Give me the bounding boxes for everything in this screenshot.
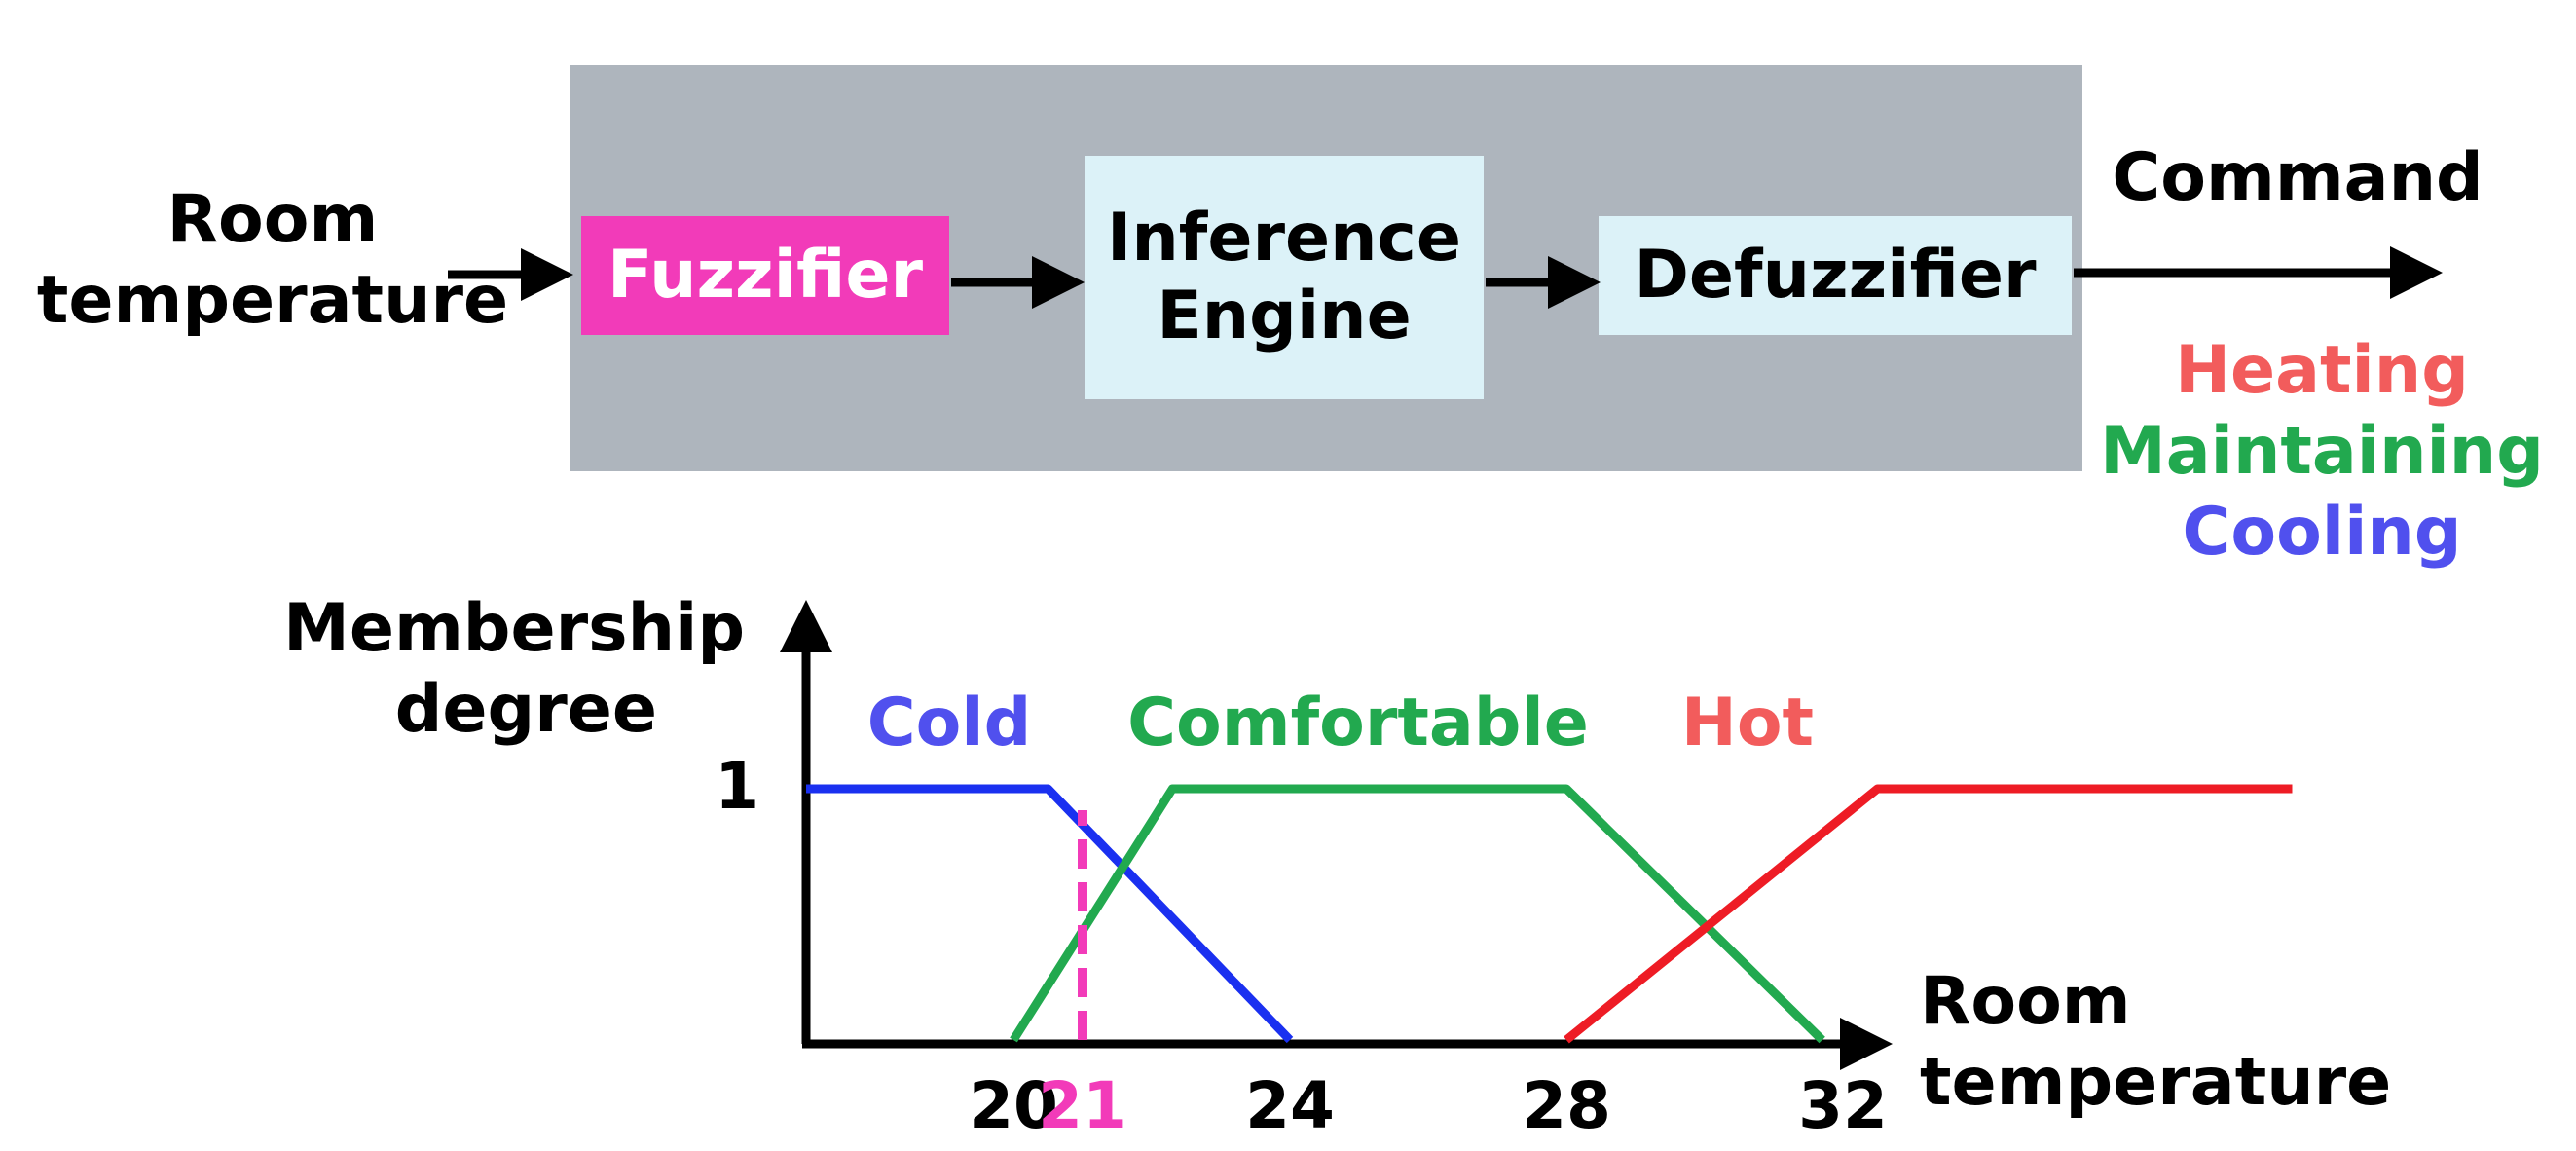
output-maintaining: Maintaining [2100,412,2544,490]
input-label-line2: temperature [36,261,509,339]
membership-curve-comfortable [1010,784,1825,1044]
plot-x-label-line1: Room [1920,963,2131,1040]
input-label-line1: Room [166,181,379,258]
plot-x-label-line2: temperature [1920,1043,2392,1121]
command-outputs: Heating Maintaining Cooling [2069,331,2575,574]
plot-x-label: Room temperature [1920,962,2504,1124]
plot-y-tick-1: 1 [715,749,759,824]
set-label-cold: Cold [867,685,1032,761]
defuzzifier-label: Defuzzifier [1634,236,2037,314]
output-heating: Heating [2175,332,2469,409]
input-label: Room temperature [19,180,526,342]
inference-engine-block: Inference Engine [1085,156,1484,399]
x-tick-20: 20 [969,1068,1058,1143]
command-label: Command [2112,139,2484,216]
x-tick-28: 28 [1522,1068,1611,1143]
plot-y-label-line2: degree [394,670,657,748]
inference-label-line2: Engine [1157,278,1412,354]
fuzzifier-label: Fuzzifier [607,236,923,314]
membership-curve-cold [806,784,1294,1044]
output-cooling: Cooling [2182,493,2462,571]
set-label-hot: Hot [1681,685,1814,761]
plot-y-label: Membership degree [175,589,745,751]
x-tick-21: 21 [1038,1068,1127,1143]
plot-y-label-line1: Membership [283,590,745,667]
membership-curve-hot [1564,784,2293,1044]
set-label-comfortable: Comfortable [1127,685,1589,761]
fuzzifier-block: Fuzzifier [581,216,949,335]
x-tick-24: 24 [1245,1068,1335,1143]
defuzzifier-block: Defuzzifier [1599,216,2072,335]
inference-label-line1: Inference [1107,199,1461,277]
x-tick-32: 32 [1798,1068,1888,1143]
